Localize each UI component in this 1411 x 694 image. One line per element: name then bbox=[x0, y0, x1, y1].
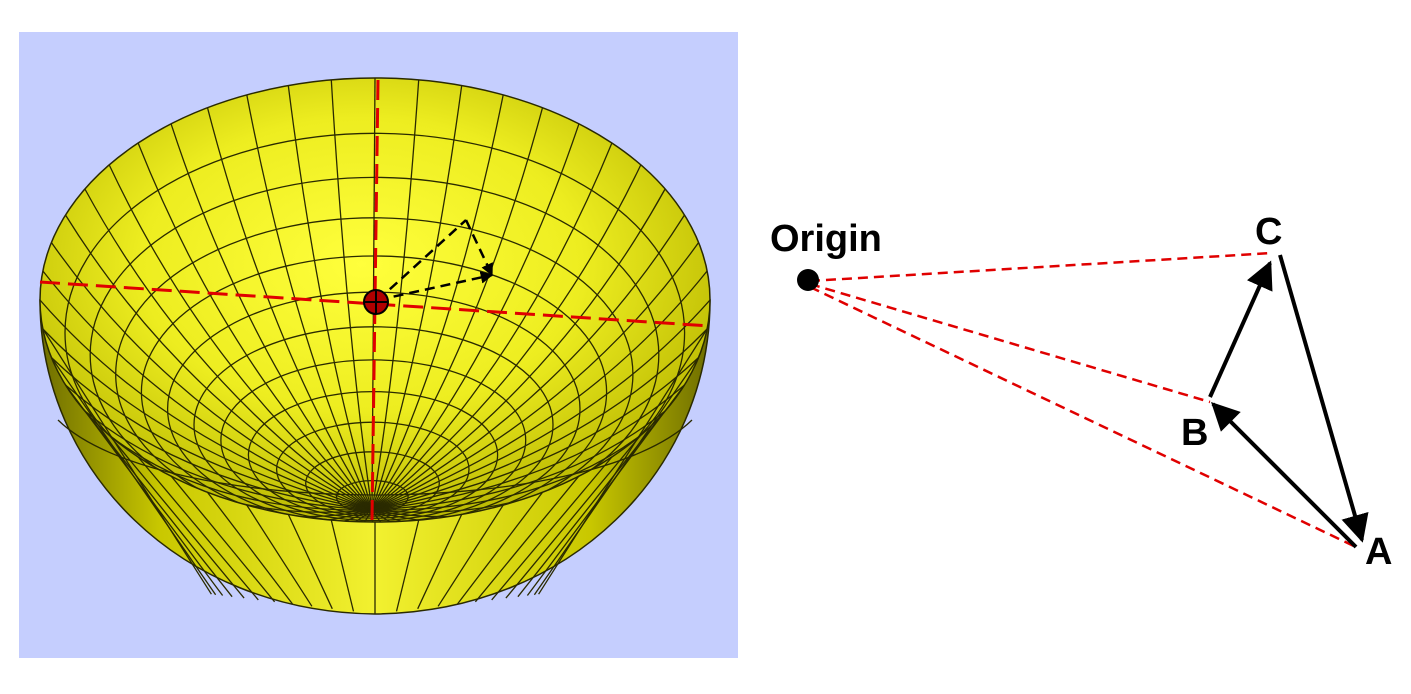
mesh-rib bbox=[505, 434, 642, 599]
bowl-triangle-edge bbox=[377, 219, 467, 301]
mesh-meridian bbox=[84, 188, 373, 511]
point-c-label: C bbox=[1255, 211, 1282, 253]
mesh-meridian bbox=[40, 299, 373, 511]
origin-point bbox=[797, 269, 819, 291]
mesh-meridian bbox=[330, 79, 373, 511]
mesh-rib bbox=[437, 504, 504, 607]
mesh-meridian bbox=[170, 123, 373, 511]
mesh-meridian bbox=[371, 214, 686, 511]
mesh-rib bbox=[491, 456, 613, 601]
projection-line-c bbox=[809, 251, 1273, 283]
mesh-rib bbox=[206, 491, 294, 605]
mesh-meridian bbox=[371, 85, 463, 511]
mesh-rib bbox=[417, 514, 463, 610]
mesh-meridian bbox=[50, 242, 373, 511]
mesh-meridian bbox=[108, 434, 373, 511]
mesh-meridian bbox=[287, 85, 373, 511]
bowl-outer-mesh bbox=[42, 328, 708, 614]
mesh-meridian bbox=[371, 328, 708, 511]
mesh-meridian bbox=[65, 384, 373, 511]
mesh-meridian bbox=[371, 123, 580, 511]
mesh-meridian bbox=[371, 410, 666, 511]
mesh-rib bbox=[137, 456, 259, 601]
bowl-viewport bbox=[19, 32, 738, 658]
mesh-meridian bbox=[42, 270, 373, 511]
mesh-meridian bbox=[206, 107, 373, 511]
mesh-rib bbox=[246, 504, 313, 607]
mesh-rib bbox=[108, 434, 245, 599]
mesh-meridian bbox=[64, 214, 373, 511]
mesh-meridian bbox=[371, 270, 708, 511]
projection-line-a bbox=[809, 285, 1359, 550]
bowl-triangle-edge bbox=[377, 271, 494, 302]
bowl-triangle bbox=[377, 219, 494, 302]
mesh-rib bbox=[287, 514, 333, 610]
bowl-origin-marker bbox=[363, 289, 389, 315]
mesh-rib bbox=[533, 357, 700, 596]
mesh-meridian bbox=[371, 188, 666, 511]
mesh-rib bbox=[395, 519, 420, 612]
mesh-meridian bbox=[371, 107, 544, 511]
bowl-triangle-edge bbox=[464, 219, 494, 277]
arrow-c-to-a bbox=[1278, 254, 1369, 543]
mesh-meridian bbox=[371, 164, 642, 511]
point-b-label: B bbox=[1181, 412, 1208, 454]
mesh-meridian bbox=[371, 434, 642, 511]
arrow-b-to-c bbox=[1208, 260, 1273, 398]
mesh-meridian bbox=[371, 94, 504, 511]
mesh-meridian bbox=[371, 299, 710, 511]
mesh-rib bbox=[330, 519, 355, 612]
mesh-meridian bbox=[371, 509, 420, 522]
mesh-meridian bbox=[371, 357, 700, 511]
projection-line-b bbox=[809, 282, 1211, 404]
mesh-rib bbox=[84, 410, 233, 598]
origin-label: Origin bbox=[770, 218, 882, 260]
mesh-meridian bbox=[246, 94, 373, 511]
mesh-meridian bbox=[330, 509, 373, 522]
mesh-rib bbox=[170, 475, 276, 603]
mesh-meridian bbox=[84, 410, 373, 511]
mesh-meridian bbox=[50, 357, 373, 511]
mesh-rib bbox=[456, 491, 544, 605]
mesh-meridian bbox=[137, 142, 373, 511]
mesh-meridian bbox=[371, 242, 700, 511]
triangle-diagram: Origin C B A bbox=[770, 211, 1392, 573]
arrow-a-to-b bbox=[1211, 402, 1358, 549]
mesh-rib bbox=[538, 328, 708, 595]
mesh-meridian bbox=[371, 79, 420, 511]
mesh-meridian bbox=[371, 142, 613, 511]
mesh-rib bbox=[474, 475, 580, 603]
mesh-meridian bbox=[371, 384, 685, 511]
bowl-vertical-axis bbox=[370, 79, 380, 521]
mesh-meridian bbox=[42, 328, 373, 511]
point-a-label: A bbox=[1365, 531, 1392, 573]
mesh-meridian bbox=[108, 164, 373, 511]
